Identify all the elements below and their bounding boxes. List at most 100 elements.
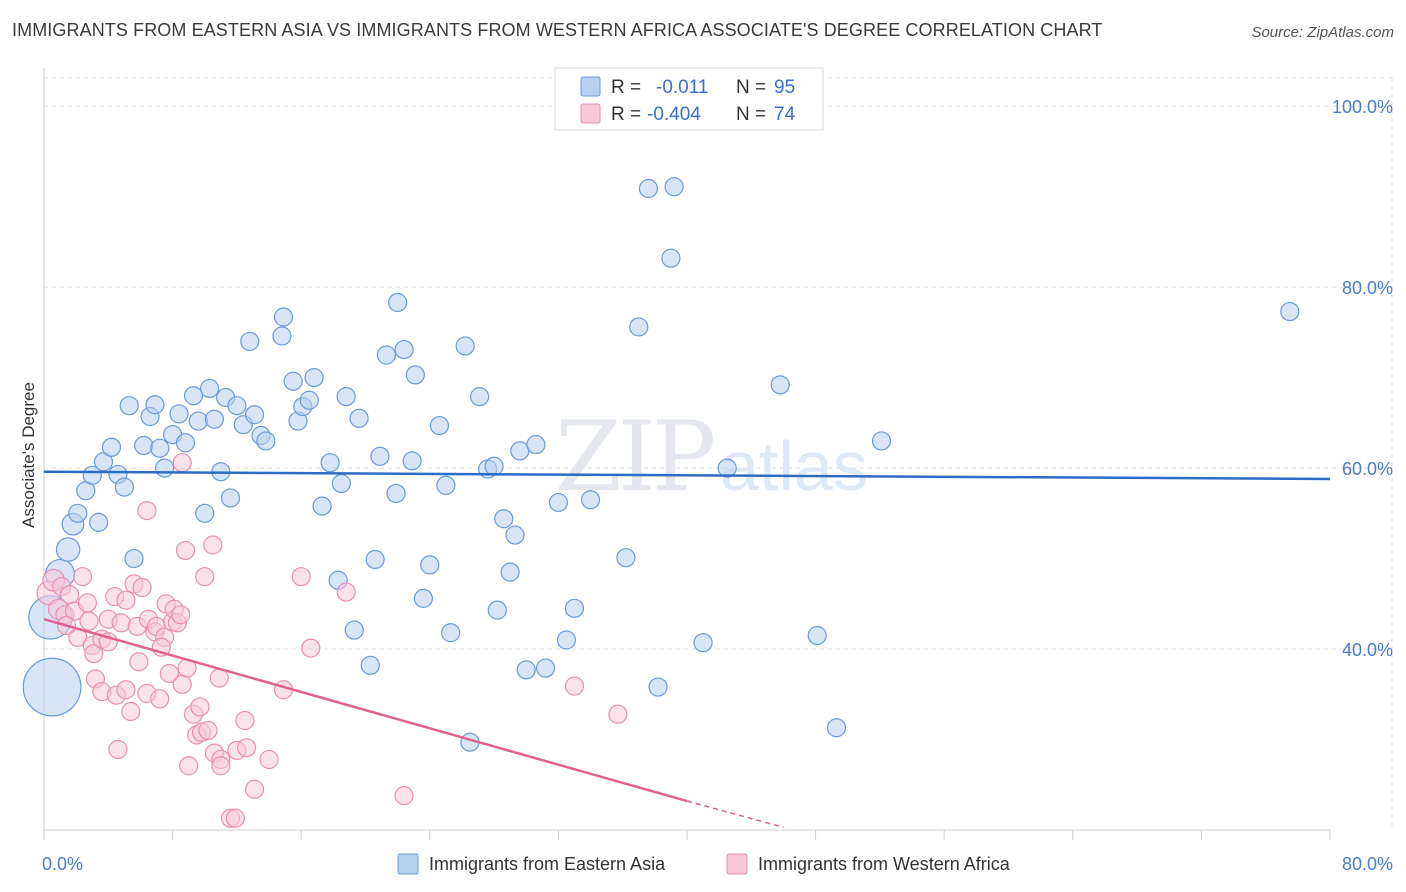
point-eastern-asia [89,512,109,532]
point-eastern-asia [227,396,247,416]
point-western-africa [129,652,149,672]
point-eastern-asia [119,396,139,416]
point-western-africa [244,779,265,799]
point-eastern-asia [360,655,380,675]
point-western-africa [190,697,210,717]
point-eastern-asia [526,434,546,455]
y-tick-label: 60.0% [1342,459,1393,479]
point-eastern-asia [500,562,520,582]
point-eastern-asia [312,496,332,516]
point-eastern-asia [175,433,196,453]
point-eastern-asia [169,404,189,424]
point-western-africa [172,674,192,694]
point-eastern-asia [535,658,556,678]
point-western-africa [175,540,196,561]
legend-swatch-pink [580,103,601,124]
point-western-africa [259,749,279,770]
point-eastern-asia [22,657,82,717]
x-tick-label: 80.0% [1342,854,1393,874]
point-eastern-asia [154,458,175,478]
legend-swatch-blue [580,76,601,97]
point-eastern-asia [272,326,292,346]
point-eastern-asia [420,555,440,575]
point-eastern-asia [405,365,425,385]
legend-n-label-2: N = [736,104,766,125]
point-eastern-asia [664,177,684,197]
point-western-africa [179,756,199,776]
point-eastern-asia [470,387,490,407]
point-eastern-asia [386,483,406,504]
point-eastern-asia [145,395,165,415]
point-eastern-asia [388,292,408,313]
series-western-africa-points [36,453,628,828]
legend-n-label-1: N = [736,77,766,98]
point-eastern-asia [505,525,525,545]
point-eastern-asia [220,488,241,508]
point-eastern-asia [304,368,324,388]
point-eastern-asia [114,477,134,497]
bottom-legend-swatch-pink [726,853,748,875]
point-eastern-asia [717,458,737,478]
point-eastern-asia [807,625,827,646]
point-eastern-asia [68,503,88,523]
point-western-africa [171,605,191,625]
point-eastern-asia [183,386,204,406]
point-western-africa [211,756,231,776]
source-label: Source: ZipAtlas.com [1251,24,1394,41]
point-western-africa [132,577,152,598]
point-eastern-asia [494,509,514,529]
point-western-africa [108,739,128,760]
series-legend: Immigrants from Eastern Asia Immigrants … [397,853,1011,875]
point-eastern-asia [344,620,364,640]
point-eastern-asia [648,677,668,697]
point-eastern-asia [871,431,892,451]
point-eastern-asia [320,453,340,473]
bottom-legend-swatch-blue [397,853,419,875]
tick-labels: 40.0% 60.0% 80.0% 100.0% 0.0% 80.0% [42,97,1393,874]
point-eastern-asia [548,492,569,513]
point-western-africa [291,567,311,587]
point-eastern-asia [370,446,390,466]
legend-n-value-1: 95 [774,77,795,98]
point-western-africa [564,676,585,696]
point-eastern-asia [693,633,713,653]
point-western-africa [116,680,136,700]
point-eastern-asia [616,548,636,568]
point-western-africa [394,786,414,806]
point-eastern-asia [331,473,351,494]
watermark: ZIP atlas [555,401,868,513]
point-western-africa [225,808,245,828]
point-eastern-asia [93,452,114,472]
point-eastern-asia [365,549,385,570]
point-western-africa [84,643,104,664]
trendline-eastern-asia [43,470,1331,481]
point-eastern-asia [564,598,585,618]
legend-r-value-1: -0.011 [656,77,708,98]
point-western-africa [608,704,628,724]
point-eastern-asia [134,435,154,456]
point-western-africa [159,663,179,684]
legend-r-value-2: -0.404 [647,104,701,125]
point-eastern-asia [487,600,507,620]
point-eastern-asia [638,178,659,199]
point-eastern-asia [516,660,536,680]
point-eastern-asia [124,548,144,569]
point-eastern-asia [204,409,224,429]
point-eastern-asia [336,387,356,407]
point-eastern-asia [455,336,475,356]
point-western-africa [172,453,192,473]
point-western-africa [195,567,215,587]
point-eastern-asia [394,339,414,360]
point-eastern-asia [510,441,530,461]
trendline-western-africa-extension [686,800,784,829]
point-eastern-asia [376,345,396,365]
point-eastern-asia [413,588,433,608]
point-eastern-asia [195,503,215,523]
point-eastern-asia [484,456,504,476]
point-western-africa [60,585,80,605]
point-eastern-asia [436,475,456,495]
grid-lines [44,77,1393,830]
point-eastern-asia [299,390,319,410]
point-eastern-asia [150,438,170,458]
